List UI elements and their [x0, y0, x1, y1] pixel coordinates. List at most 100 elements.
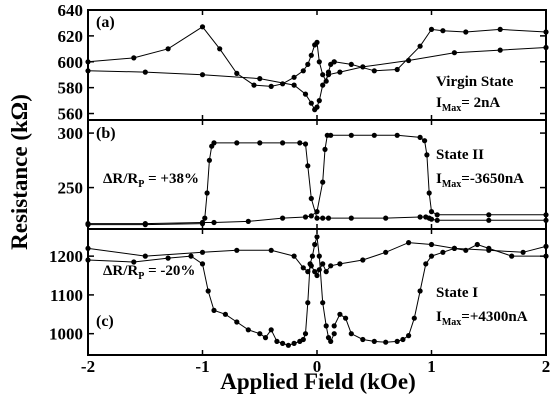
panel-c-data-point	[543, 243, 549, 249]
panel-c-data-point	[509, 253, 515, 259]
panel-a-data-point	[308, 100, 314, 106]
panel-c-data-point	[331, 331, 337, 337]
panel-a-data-point	[251, 82, 257, 88]
panel-b-data-point	[308, 213, 314, 219]
panel-b-state-label: State II	[436, 147, 484, 163]
panel-b-data-point	[422, 138, 428, 144]
panel-b-data-point	[314, 215, 320, 221]
panel-b-data-point	[486, 212, 492, 218]
panel-b-data-point	[320, 179, 326, 185]
panel-c-data-point	[199, 249, 206, 255]
panel-a-data-point	[323, 78, 329, 84]
panel-b-data-point	[206, 157, 212, 163]
panel-c-data-point	[131, 259, 137, 265]
panel-b-data-point	[417, 214, 423, 220]
panel-c-data-point	[400, 336, 406, 343]
panel-a-data-point	[257, 76, 263, 82]
panel-a-data-point	[320, 72, 326, 78]
panel-c-data-point	[320, 261, 326, 267]
panel-c-data-point	[394, 338, 400, 344]
panel-a-data-point	[131, 55, 137, 61]
panel-c-data-point	[428, 253, 435, 259]
panel-c-data-point	[257, 331, 263, 337]
panel-c-state-label: State I	[436, 285, 478, 301]
panel-b-data-point	[202, 215, 208, 221]
panel-a-data-point	[268, 83, 274, 89]
panel-a-data-point	[314, 39, 320, 46]
panel-c-data-point	[305, 269, 311, 275]
panel-c-ratio-label: ΔR/RP = -20%	[103, 263, 195, 282]
panel-c-data-point	[309, 253, 315, 259]
panel-a-y-tick-label: 640	[58, 1, 84, 20]
panel-b-data-point	[142, 221, 148, 227]
panel-c-data-point	[406, 240, 412, 246]
panel-a-data-point	[199, 24, 206, 30]
ticks-layer: 560 580 600 620 640 250 300 1000 1100 1200 -2 -1 0 1 2	[49, 1, 550, 376]
panel-a-data-point	[165, 46, 171, 52]
panel-c-data-point	[323, 323, 329, 329]
panel-c-data-point	[142, 253, 148, 259]
panel-c-data-point	[268, 327, 274, 333]
panel-c-data-point	[300, 336, 306, 343]
panel-c-data-point	[314, 234, 320, 240]
panel-a-y-tick-label: 580	[58, 79, 84, 98]
panel-c-data-point	[285, 342, 291, 348]
panel-b-data-point	[428, 209, 435, 215]
panel-b-data-point	[302, 141, 309, 147]
panel-a-data-point	[142, 69, 148, 75]
y-axis-title: Resistance (kΩ)	[7, 94, 32, 250]
panel-c-data-point	[312, 241, 318, 248]
panel-c-data-point	[337, 261, 343, 267]
panel-a-data-point	[497, 47, 503, 53]
panel-c-data-point	[383, 339, 389, 345]
panel-b-data-point	[320, 215, 326, 221]
panel-c-data-point	[234, 247, 240, 253]
panel-b-data-point	[314, 209, 320, 215]
panel-c-data-point	[312, 269, 318, 275]
panel-b-data-point	[486, 217, 492, 223]
panel-b-data-point	[322, 146, 328, 152]
panel-a-data-point	[305, 61, 311, 67]
panel-c-data-point	[205, 288, 211, 294]
panel-c-data-point	[411, 315, 417, 321]
panel-c-data-point	[371, 338, 377, 344]
panel-a-data-point	[360, 64, 366, 70]
panel-b-data-point	[348, 215, 354, 221]
panel-b-data-point	[434, 212, 440, 218]
panel-a-data-point	[316, 59, 322, 65]
panel-a-data-point	[217, 46, 223, 52]
panel-c-data-point	[199, 261, 206, 267]
panel-b-data-point	[280, 215, 286, 221]
panel-b-data-point	[428, 216, 435, 222]
panel-b-data-point	[543, 212, 549, 218]
series-layer	[85, 24, 549, 348]
panel-b-ratio-label: ΔR/RP = +38%	[103, 171, 199, 190]
panel-b-data-point	[297, 140, 303, 146]
panel-c-data-point	[188, 253, 194, 259]
panel-b-data-point	[426, 190, 432, 196]
panel-a-data-point	[543, 29, 549, 35]
panel-c-data-point	[222, 311, 228, 317]
panel-c-data-point	[274, 338, 280, 344]
panel-c-data-point	[423, 261, 429, 267]
panel-c-data-point	[360, 257, 366, 263]
panel-c-data-point	[300, 265, 306, 271]
panel-a-data-point	[331, 59, 337, 65]
panel-c-data-point	[325, 335, 332, 341]
panel-a-data-point	[308, 52, 314, 58]
panel-a-imax-label: IMax= 2nA	[436, 95, 500, 114]
panel-c-tag: (c)	[96, 313, 114, 330]
panel-b-data-point	[371, 132, 377, 138]
panel-c-data-point	[302, 331, 309, 337]
x-axis-title: Applied Field (kOe)	[220, 369, 416, 394]
x-tick-label: -1	[195, 357, 209, 376]
panel-b-data-point	[257, 140, 263, 146]
panel-b-data-point	[305, 163, 311, 169]
panel-c-data-point	[486, 247, 492, 253]
panel-a-data-point	[451, 50, 457, 56]
panel-a-data-point	[325, 72, 332, 78]
panel-c-data-point	[165, 255, 171, 261]
panel-c-data-point	[343, 315, 349, 321]
panel-b-y-tick-label: 300	[58, 124, 84, 143]
panel-b-data-point	[324, 132, 330, 138]
